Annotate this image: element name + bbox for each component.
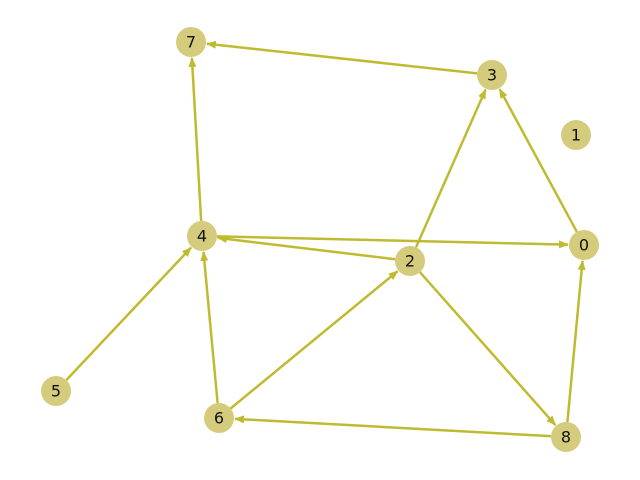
edge-4-to-0: [216, 235, 570, 249]
edge-2-to-3: [414, 88, 487, 248]
edge-8-to-6: [233, 415, 552, 438]
edge-6-to-4: [200, 250, 219, 404]
node-3: 3: [477, 60, 507, 90]
node-2: 2: [395, 246, 425, 276]
edge-2-to-4: [216, 235, 396, 261]
edge-8-to-0: [566, 259, 586, 423]
node-circle-8: [551, 422, 581, 452]
edge-2-to-8: [419, 271, 557, 426]
node-4: 4: [187, 221, 217, 251]
edge-0-to-3: [498, 88, 578, 233]
node-circle-7: [176, 27, 206, 57]
node-circle-2: [395, 246, 425, 276]
edge-3-to-7: [205, 40, 478, 75]
node-label-4: 4: [197, 227, 207, 246]
node-label-7: 7: [186, 33, 196, 52]
node-circle-3: [477, 60, 507, 90]
nodes-layer: 0 1 2 3 4 5 6 7 8: [41, 27, 599, 452]
node-circle-6: [204, 403, 234, 433]
node-label-1: 1: [571, 126, 581, 145]
node-label-8: 8: [561, 428, 571, 447]
node-label-0: 0: [579, 236, 589, 255]
edge-4-to-7: [188, 56, 203, 222]
node-label-2: 2: [405, 252, 415, 271]
node-circle-0: [569, 230, 599, 260]
node-7: 7: [176, 27, 206, 57]
node-8: 8: [551, 422, 581, 452]
edges-layer: [65, 40, 586, 438]
node-label-3: 3: [487, 66, 497, 85]
node-1: 1: [561, 120, 591, 150]
node-5: 5: [41, 376, 71, 406]
node-circle-5: [41, 376, 71, 406]
edge-6-to-2: [229, 270, 399, 410]
node-circle-1: [561, 120, 591, 150]
node-circle-4: [187, 221, 217, 251]
node-6: 6: [204, 403, 234, 433]
node-label-6: 6: [214, 409, 224, 428]
node-0: 0: [569, 230, 599, 260]
edge-5-to-4: [65, 246, 192, 381]
node-label-5: 5: [51, 382, 61, 401]
